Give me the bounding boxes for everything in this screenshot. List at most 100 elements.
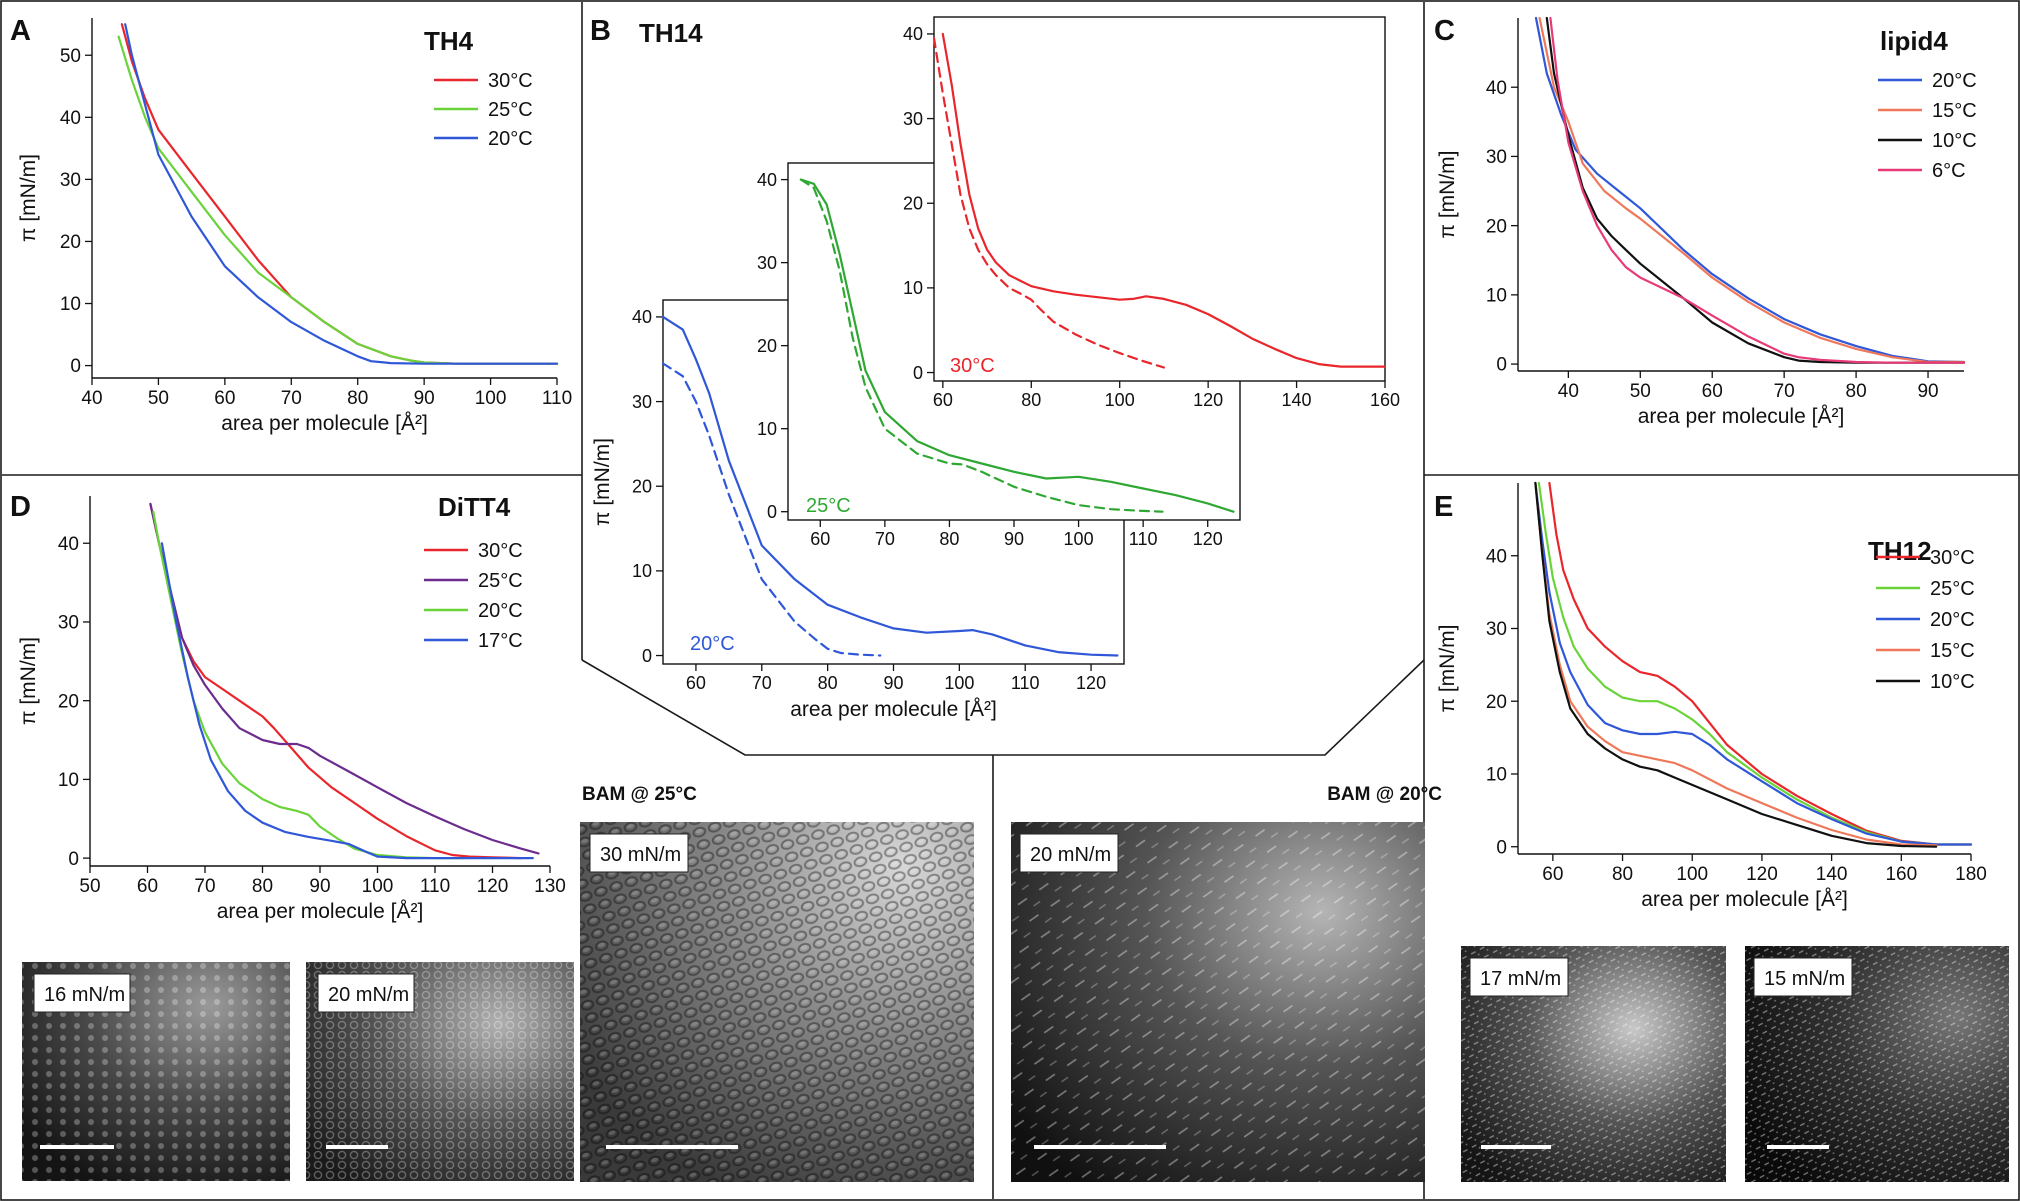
series-line bbox=[799, 178, 1235, 513]
x-tick-label: 110 bbox=[1011, 673, 1040, 693]
legend-label: 25°C bbox=[488, 99, 533, 121]
x-axis-label: area per molecule [Å²] bbox=[217, 900, 424, 923]
axis-frame bbox=[933, 16, 1386, 382]
bam-images: BAM @ 25°C BAM @ 20°C 16 mN/m 20 mN/m 30… bbox=[22, 784, 2009, 1182]
x-tick-label: 90 bbox=[1917, 381, 1938, 402]
panel-letter-a: A bbox=[10, 15, 31, 47]
y-tick-label: 10 bbox=[1486, 765, 1507, 786]
series-line bbox=[1548, 481, 1973, 846]
y-tick-label: 20 bbox=[632, 477, 652, 497]
plot-frame bbox=[933, 16, 1386, 382]
y-tick-label: 10 bbox=[58, 770, 79, 791]
panel-title: TH4 bbox=[424, 26, 474, 56]
y-tick-label: 20 bbox=[1486, 692, 1507, 713]
panel-title: DiTT4 bbox=[438, 492, 511, 522]
x-tick-label: 100 bbox=[944, 673, 974, 693]
x-tick-label: 180 bbox=[1955, 864, 1987, 885]
x-tick-label: 90 bbox=[1004, 529, 1024, 549]
panel-letter-d: D bbox=[10, 491, 31, 523]
x-tick-label: 40 bbox=[81, 388, 102, 409]
legend-label: 30°C bbox=[1930, 547, 1975, 569]
x-tick-label: 140 bbox=[1816, 864, 1848, 885]
y-tick-label: 40 bbox=[757, 170, 777, 190]
x-tick-label: 100 bbox=[1676, 864, 1708, 885]
legend-label: 10°C bbox=[1930, 671, 1975, 693]
x-tick-label: 50 bbox=[148, 388, 169, 409]
x-tick-label: 60 bbox=[1702, 381, 1723, 402]
x-tick-label: 120 bbox=[1193, 529, 1223, 549]
x-tick-label: 80 bbox=[939, 529, 959, 549]
bam-image-15: 15 mN/m bbox=[1745, 946, 2009, 1182]
y-tick-label: 10 bbox=[1486, 286, 1507, 307]
axis-frame bbox=[1517, 483, 1971, 855]
x-axis-label: area per molecule [Å²] bbox=[790, 698, 997, 721]
y-tick-label: 30 bbox=[1486, 619, 1507, 640]
bam-label-17: 17 mN/m bbox=[1480, 968, 1561, 990]
y-tick-label: 40 bbox=[58, 534, 79, 555]
series-line bbox=[661, 362, 882, 657]
y-tick-label: 0 bbox=[1496, 837, 1507, 858]
y-tick-label: 40 bbox=[1486, 546, 1507, 567]
bam-label-15: 15 mN/m bbox=[1764, 968, 1845, 990]
bam-label-30: 30 mN/m bbox=[600, 844, 681, 866]
y-tick-label: 40 bbox=[903, 24, 923, 44]
bam-heading-20: BAM @ 20°C bbox=[1327, 784, 1442, 805]
x-tick-label: 130 bbox=[534, 876, 566, 897]
bam-image-17: 17 mN/m bbox=[1461, 946, 1726, 1182]
legend-label: 6°C bbox=[1932, 160, 1966, 182]
y-axis-label: π [mN/m] bbox=[1436, 151, 1459, 239]
bam-image-30: 30 mN/m bbox=[580, 822, 974, 1182]
x-tick-label: 120 bbox=[1193, 390, 1223, 410]
x-tick-label: 110 bbox=[542, 388, 572, 409]
y-tick-label: 0 bbox=[70, 356, 81, 377]
series-line bbox=[149, 502, 523, 860]
y-tick-label: 0 bbox=[68, 849, 79, 870]
x-tick-label: 90 bbox=[309, 876, 330, 897]
x-tick-label: 60 bbox=[1542, 864, 1563, 885]
series-line bbox=[1534, 16, 1966, 364]
subplot-temperature-label: 20°C bbox=[690, 633, 735, 655]
series-line bbox=[932, 37, 1165, 369]
x-tick-label: 120 bbox=[1076, 673, 1106, 693]
y-tick-label: 40 bbox=[60, 108, 81, 129]
x-tick-label: 80 bbox=[818, 673, 838, 693]
series-line bbox=[1549, 16, 1966, 364]
series-line bbox=[1534, 481, 1973, 846]
bam-label-20a: 20 mN/m bbox=[328, 984, 409, 1006]
series-line bbox=[941, 32, 1387, 368]
axis-frame bbox=[1517, 18, 1964, 372]
subplot-background bbox=[934, 17, 1385, 381]
x-tick-label: 80 bbox=[347, 388, 368, 409]
series-line bbox=[1534, 481, 1938, 848]
y-tick-label: 10 bbox=[60, 294, 81, 315]
panel-b-subplot: 60 80 100 120 140 160 0 10 20 30 40 30°C bbox=[903, 16, 1400, 410]
x-axis-label: area per molecule [Å²] bbox=[221, 412, 428, 435]
legend-label: 30°C bbox=[488, 70, 533, 92]
x-axis-label: area per molecule [Å²] bbox=[1641, 888, 1848, 911]
series-line bbox=[152, 510, 465, 860]
series-line bbox=[661, 315, 1119, 657]
subplot-temperature-label: 25°C bbox=[806, 495, 851, 517]
y-tick-label: 30 bbox=[632, 392, 652, 412]
x-tick-label: 70 bbox=[875, 529, 895, 549]
series-line bbox=[117, 35, 559, 365]
y-axis-label: π [mN/m] bbox=[1436, 625, 1459, 713]
x-tick-label: 60 bbox=[933, 390, 953, 410]
x-tick-label: 70 bbox=[281, 388, 302, 409]
y-tick-label: 0 bbox=[642, 646, 652, 666]
x-tick-label: 120 bbox=[1746, 864, 1778, 885]
panel-letter-c: C bbox=[1434, 15, 1455, 47]
x-tick-label: 60 bbox=[137, 876, 158, 897]
x-tick-label: 50 bbox=[79, 876, 100, 897]
bam-image-20b: 20 mN/m bbox=[1011, 822, 1425, 1182]
x-tick-label: 100 bbox=[362, 876, 394, 897]
legend-label: 25°C bbox=[478, 570, 523, 592]
y-tick-label: 20 bbox=[58, 691, 79, 712]
panel-title: lipid4 bbox=[1880, 26, 1948, 56]
y-tick-label: 0 bbox=[1496, 355, 1507, 376]
y-tick-label: 0 bbox=[913, 363, 923, 383]
x-tick-label: 110 bbox=[420, 876, 450, 897]
panel-d-plot: 50 60 70 80 90 100 110 120 130 0 10 20 30 40 area per … bbox=[17, 492, 566, 923]
